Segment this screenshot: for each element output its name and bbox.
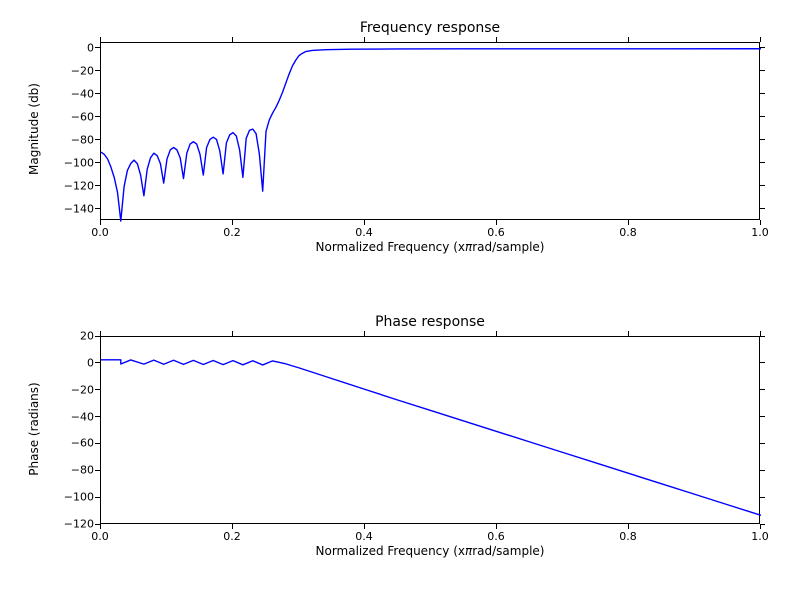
xtick-mark [100, 524, 101, 529]
phase-xlabel: Normalized Frequency (xπrad/sample) [100, 544, 760, 558]
ytick-mark [95, 443, 100, 444]
ytick-label: −100 [60, 491, 94, 504]
phase-panel: Phase response Phase (radians) Normalize… [0, 0, 800, 593]
phase-line [101, 337, 761, 525]
xtick-mark [364, 524, 365, 529]
xtick-label: 0.2 [223, 530, 241, 543]
ytick-mark [760, 362, 765, 363]
ytick-label: −60 [60, 437, 94, 450]
xtick-label: 1.0 [751, 530, 769, 543]
xtick-label: 0.4 [355, 530, 373, 543]
phase-plot-area [100, 336, 760, 524]
ytick-mark [760, 497, 765, 498]
ytick-mark [760, 524, 765, 525]
ytick-mark [95, 389, 100, 390]
ytick-mark [95, 470, 100, 471]
ytick-mark [95, 416, 100, 417]
xtick-mark [364, 331, 365, 336]
ytick-label: −120 [60, 518, 94, 531]
xtick-mark [496, 524, 497, 529]
ytick-mark [95, 362, 100, 363]
ytick-mark [760, 389, 765, 390]
xtick-mark [232, 524, 233, 529]
ytick-label: 20 [60, 330, 94, 343]
xtick-mark [628, 331, 629, 336]
xlabel-suffix: rad/sample) [472, 544, 544, 558]
xtick-mark [232, 331, 233, 336]
ytick-mark [95, 497, 100, 498]
ytick-mark [95, 336, 100, 337]
ytick-mark [760, 336, 765, 337]
xtick-mark [760, 524, 761, 529]
ytick-label: 0 [60, 356, 94, 369]
phase-ylabel: Phase (radians) [27, 369, 41, 489]
ytick-mark [760, 470, 765, 471]
xtick-mark [496, 331, 497, 336]
ytick-label: −80 [60, 464, 94, 477]
ytick-mark [760, 443, 765, 444]
ytick-mark [95, 524, 100, 525]
xlabel-prefix: Normalized Frequency (x [316, 544, 465, 558]
ytick-label: −20 [60, 383, 94, 396]
ytick-mark [760, 416, 765, 417]
xtick-label: 0.8 [619, 530, 637, 543]
phase-title: Phase response [100, 314, 760, 330]
figure: Frequency response Magnitude (db) Normal… [0, 0, 800, 593]
xtick-label: 0.6 [487, 530, 505, 543]
xtick-mark [628, 524, 629, 529]
ytick-label: −40 [60, 410, 94, 423]
xtick-label: 0.0 [91, 530, 109, 543]
